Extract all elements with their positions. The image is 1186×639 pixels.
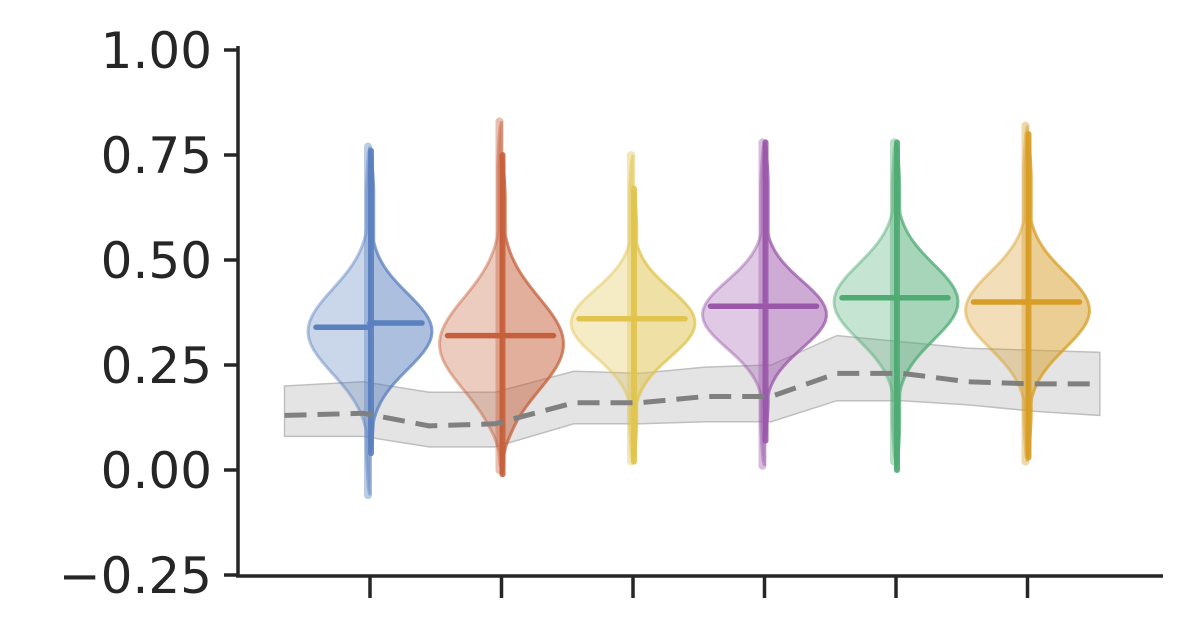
axes (236, 46, 1163, 578)
y-tick-label: 0.00 (101, 442, 212, 500)
violin-left-half (832, 142, 898, 462)
y-tick-label: 0.50 (101, 232, 212, 290)
violin-group (569, 151, 697, 466)
violin-layer (306, 117, 1091, 500)
violin-group (832, 138, 960, 473)
baseline-line (284, 370, 1100, 429)
baseline-line-layer (284, 370, 1100, 429)
violin-group (963, 121, 1091, 466)
violin-left-half (569, 154, 635, 462)
violin-right-half (894, 142, 960, 471)
y-ticks: −0.25 0.00 0.25 0.50 0.75 1.00 (59, 22, 238, 605)
x-ticks (368, 576, 1030, 598)
violin-left-half (963, 125, 1029, 462)
violin-group (700, 138, 828, 470)
violin-left-half (438, 121, 503, 471)
violin-group (306, 142, 434, 500)
y-tick-label: −0.25 (59, 547, 212, 605)
y-tick-label: 0.25 (101, 337, 212, 395)
violin-left-half (306, 146, 372, 496)
y-tick-label: 0.75 (101, 127, 212, 185)
y-tick-label: 1.00 (101, 22, 212, 80)
